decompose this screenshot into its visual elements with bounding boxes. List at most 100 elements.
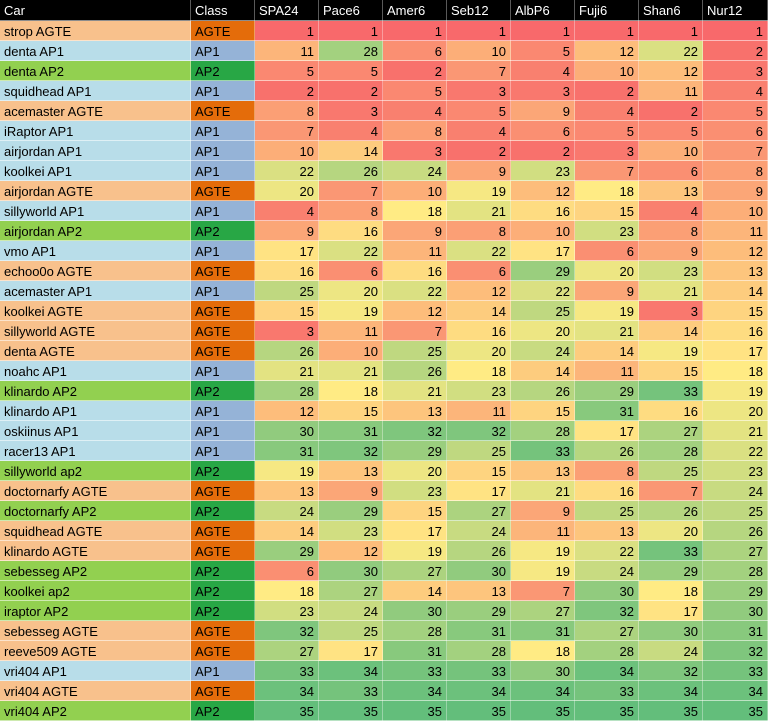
position-cell[interactable]: 14 bbox=[511, 361, 575, 381]
position-cell[interactable]: 17 bbox=[703, 341, 768, 361]
class-cell[interactable]: AP2 bbox=[191, 701, 255, 721]
class-cell[interactable]: AP2 bbox=[191, 561, 255, 581]
position-cell[interactable]: 20 bbox=[447, 341, 511, 361]
class-cell[interactable]: AP1 bbox=[191, 401, 255, 421]
position-cell[interactable]: 23 bbox=[511, 161, 575, 181]
position-cell[interactable]: 29 bbox=[511, 261, 575, 281]
position-cell[interactable]: 15 bbox=[255, 301, 319, 321]
position-cell[interactable]: 31 bbox=[383, 641, 447, 661]
position-cell[interactable]: 23 bbox=[319, 521, 383, 541]
position-cell[interactable]: 33 bbox=[639, 381, 703, 401]
position-cell[interactable]: 29 bbox=[383, 441, 447, 461]
position-cell[interactable]: 6 bbox=[255, 561, 319, 581]
position-cell[interactable]: 30 bbox=[447, 561, 511, 581]
position-cell[interactable]: 27 bbox=[319, 581, 383, 601]
position-cell[interactable]: 30 bbox=[639, 621, 703, 641]
position-cell[interactable]: 18 bbox=[575, 181, 639, 201]
car-cell[interactable]: klinardo AP1 bbox=[0, 401, 191, 421]
position-cell[interactable]: 7 bbox=[639, 481, 703, 501]
position-cell[interactable]: 2 bbox=[575, 81, 639, 101]
position-cell[interactable]: 2 bbox=[383, 61, 447, 81]
position-cell[interactable]: 29 bbox=[639, 561, 703, 581]
position-cell[interactable]: 3 bbox=[639, 301, 703, 321]
position-cell[interactable]: 19 bbox=[383, 541, 447, 561]
position-cell[interactable]: 28 bbox=[639, 441, 703, 461]
position-cell[interactable]: 9 bbox=[511, 501, 575, 521]
position-cell[interactable]: 6 bbox=[575, 241, 639, 261]
position-cell[interactable]: 16 bbox=[511, 201, 575, 221]
position-cell[interactable]: 18 bbox=[703, 361, 768, 381]
position-cell[interactable]: 1 bbox=[383, 21, 447, 41]
position-cell[interactable]: 14 bbox=[703, 281, 768, 301]
column-header[interactable]: Fuji6 bbox=[575, 0, 639, 21]
position-cell[interactable]: 10 bbox=[511, 221, 575, 241]
class-cell[interactable]: AGTE bbox=[191, 181, 255, 201]
position-cell[interactable]: 7 bbox=[383, 321, 447, 341]
position-cell[interactable]: 28 bbox=[319, 41, 383, 61]
position-cell[interactable]: 14 bbox=[639, 321, 703, 341]
position-cell[interactable]: 27 bbox=[575, 621, 639, 641]
position-cell[interactable]: 1 bbox=[575, 21, 639, 41]
position-cell[interactable]: 26 bbox=[383, 361, 447, 381]
position-cell[interactable]: 2 bbox=[255, 81, 319, 101]
position-cell[interactable]: 15 bbox=[447, 461, 511, 481]
position-cell[interactable]: 33 bbox=[447, 661, 511, 681]
position-cell[interactable]: 20 bbox=[319, 281, 383, 301]
position-cell[interactable]: 15 bbox=[383, 501, 447, 521]
position-cell[interactable]: 24 bbox=[639, 641, 703, 661]
car-cell[interactable]: sillyworld AGTE bbox=[0, 321, 191, 341]
position-cell[interactable]: 3 bbox=[383, 141, 447, 161]
position-cell[interactable]: 13 bbox=[511, 461, 575, 481]
position-cell[interactable]: 8 bbox=[383, 121, 447, 141]
class-cell[interactable]: AGTE bbox=[191, 641, 255, 661]
position-cell[interactable]: 4 bbox=[255, 201, 319, 221]
position-cell[interactable]: 4 bbox=[639, 201, 703, 221]
position-cell[interactable]: 28 bbox=[511, 421, 575, 441]
position-cell[interactable]: 21 bbox=[319, 361, 383, 381]
position-cell[interactable]: 17 bbox=[319, 641, 383, 661]
position-cell[interactable]: 3 bbox=[575, 141, 639, 161]
car-cell[interactable]: sillyworld ap2 bbox=[0, 461, 191, 481]
position-cell[interactable]: 14 bbox=[575, 341, 639, 361]
position-cell[interactable]: 9 bbox=[447, 161, 511, 181]
position-cell[interactable]: 24 bbox=[383, 161, 447, 181]
car-cell[interactable]: klinardo AGTE bbox=[0, 541, 191, 561]
position-cell[interactable]: 33 bbox=[383, 661, 447, 681]
column-header[interactable]: Car bbox=[0, 0, 191, 21]
position-cell[interactable]: 1 bbox=[511, 21, 575, 41]
position-cell[interactable]: 22 bbox=[383, 281, 447, 301]
car-cell[interactable]: klinardo AP2 bbox=[0, 381, 191, 401]
class-cell[interactable]: AP2 bbox=[191, 381, 255, 401]
position-cell[interactable]: 28 bbox=[383, 621, 447, 641]
class-cell[interactable]: AP1 bbox=[191, 281, 255, 301]
column-header[interactable]: Pace6 bbox=[319, 0, 383, 21]
position-cell[interactable]: 29 bbox=[703, 581, 768, 601]
position-cell[interactable]: 22 bbox=[511, 281, 575, 301]
position-cell[interactable]: 32 bbox=[575, 601, 639, 621]
position-cell[interactable]: 32 bbox=[639, 661, 703, 681]
car-cell[interactable]: iraptor AP2 bbox=[0, 601, 191, 621]
car-cell[interactable]: noahc AP1 bbox=[0, 361, 191, 381]
position-cell[interactable]: 10 bbox=[255, 141, 319, 161]
position-cell[interactable]: 26 bbox=[639, 501, 703, 521]
position-cell[interactable]: 25 bbox=[575, 501, 639, 521]
car-cell[interactable]: denta AP1 bbox=[0, 41, 191, 61]
position-cell[interactable]: 24 bbox=[575, 561, 639, 581]
position-cell[interactable]: 6 bbox=[703, 121, 768, 141]
car-cell[interactable]: reeve509 AGTE bbox=[0, 641, 191, 661]
position-cell[interactable]: 5 bbox=[255, 61, 319, 81]
position-cell[interactable]: 3 bbox=[511, 81, 575, 101]
position-cell[interactable]: 35 bbox=[383, 701, 447, 721]
position-cell[interactable]: 11 bbox=[703, 221, 768, 241]
position-cell[interactable]: 17 bbox=[255, 241, 319, 261]
position-cell[interactable]: 9 bbox=[575, 281, 639, 301]
position-cell[interactable]: 12 bbox=[447, 281, 511, 301]
position-cell[interactable]: 29 bbox=[575, 381, 639, 401]
position-cell[interactable]: 29 bbox=[319, 501, 383, 521]
position-cell[interactable]: 33 bbox=[255, 661, 319, 681]
position-cell[interactable]: 14 bbox=[319, 141, 383, 161]
position-cell[interactable]: 9 bbox=[511, 101, 575, 121]
position-cell[interactable]: 1 bbox=[319, 21, 383, 41]
position-cell[interactable]: 16 bbox=[575, 481, 639, 501]
position-cell[interactable]: 4 bbox=[319, 121, 383, 141]
